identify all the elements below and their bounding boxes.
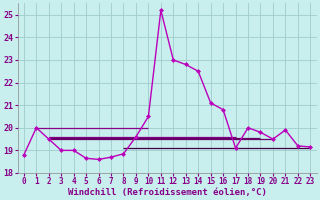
X-axis label: Windchill (Refroidissement éolien,°C): Windchill (Refroidissement éolien,°C)	[68, 188, 267, 197]
